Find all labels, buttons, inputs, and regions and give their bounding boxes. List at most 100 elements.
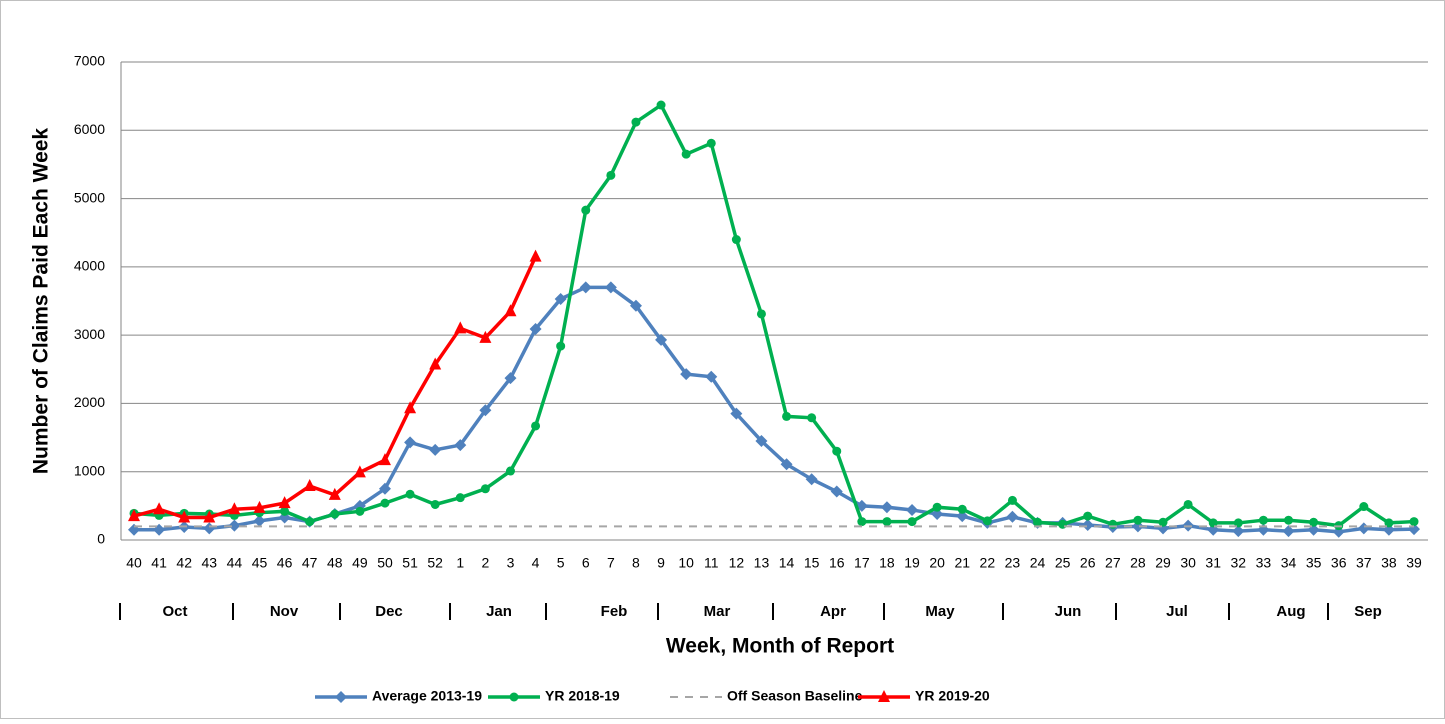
point xyxy=(1232,525,1245,538)
point xyxy=(957,504,967,514)
point xyxy=(178,510,191,523)
point xyxy=(680,368,693,381)
y-tick-label: 4000 xyxy=(74,258,105,274)
point xyxy=(353,465,366,478)
point xyxy=(1058,519,1068,529)
month-label: Mar xyxy=(704,603,731,620)
series-line xyxy=(133,102,1415,528)
point xyxy=(1233,518,1243,528)
x-tick-label: 25 xyxy=(1055,555,1071,571)
point xyxy=(480,484,490,494)
x-tick-label: 29 xyxy=(1155,555,1171,571)
x-tick-label: 6 xyxy=(582,555,590,571)
point xyxy=(380,498,390,508)
x-tick-label: 40 xyxy=(126,555,142,571)
point xyxy=(956,510,969,523)
point xyxy=(730,407,743,420)
point xyxy=(153,502,166,515)
x-tick-label: 46 xyxy=(277,555,293,571)
x-tick-label: 13 xyxy=(754,555,770,571)
point xyxy=(504,372,517,385)
point xyxy=(128,509,140,522)
point xyxy=(404,436,417,449)
x-tick-label: 26 xyxy=(1080,555,1096,571)
point xyxy=(253,514,266,527)
point xyxy=(1158,517,1168,527)
x-tick-label: 17 xyxy=(854,555,870,571)
point xyxy=(1006,510,1019,523)
point xyxy=(430,499,440,509)
point xyxy=(656,100,666,110)
point xyxy=(303,479,316,492)
x-tick-label: 1 xyxy=(456,555,464,571)
point xyxy=(1284,515,1294,525)
point xyxy=(1384,518,1394,528)
x-tick-label: 41 xyxy=(151,555,167,571)
point xyxy=(378,482,391,495)
month-label: May xyxy=(925,603,955,620)
legend-item: YR 2018-19 xyxy=(488,688,620,704)
x-tick-label: 21 xyxy=(954,555,970,571)
month-label: Aug xyxy=(1276,603,1305,620)
x-tick-label: 49 xyxy=(352,555,368,571)
series-line xyxy=(134,285,1415,534)
point xyxy=(805,473,818,486)
x-tick-label: 27 xyxy=(1105,555,1121,571)
month-label: Nov xyxy=(270,603,299,620)
month-label: Jun xyxy=(1055,603,1082,620)
month-label: Apr xyxy=(820,603,846,620)
point xyxy=(509,692,519,702)
legend-label: YR 2019-20 xyxy=(915,688,990,704)
x-tick-label: 48 xyxy=(327,555,343,571)
x-tick-label: 42 xyxy=(176,555,192,571)
x-tick-label: 7 xyxy=(607,555,615,571)
x-tick-label: 18 xyxy=(879,555,895,571)
x-tick-label: 35 xyxy=(1306,555,1322,571)
point xyxy=(1309,517,1319,527)
point xyxy=(278,496,291,509)
point xyxy=(807,413,817,423)
x-tick-label: 33 xyxy=(1256,555,1272,571)
point xyxy=(1282,525,1295,538)
x-tick-label: 52 xyxy=(427,555,443,571)
x-tick-label: 44 xyxy=(227,555,243,571)
point xyxy=(931,508,944,521)
point xyxy=(907,517,917,527)
x-tick-label: 28 xyxy=(1130,555,1146,571)
point xyxy=(1359,502,1369,512)
x-tick-label: 23 xyxy=(1005,555,1021,571)
point xyxy=(203,510,216,523)
point xyxy=(505,466,515,476)
month-label: Jan xyxy=(486,603,512,620)
x-tick-label: 51 xyxy=(402,555,418,571)
x-tick-label: 15 xyxy=(804,555,820,571)
legend-item: Off Season Baseline xyxy=(670,688,863,704)
point xyxy=(479,404,492,417)
point xyxy=(228,519,241,532)
month-label: Oct xyxy=(162,603,187,620)
x-tick-label: 30 xyxy=(1180,555,1196,571)
point xyxy=(681,149,691,159)
x-tick-label: 3 xyxy=(507,555,515,571)
legend-label: YR 2018-19 xyxy=(545,688,620,704)
point xyxy=(479,330,492,343)
point xyxy=(335,691,347,703)
point xyxy=(830,485,843,498)
x-tick-label: 34 xyxy=(1281,555,1297,571)
point xyxy=(455,493,465,503)
month-label: Sep xyxy=(1354,603,1382,620)
point xyxy=(1183,499,1193,509)
x-tick-label: 24 xyxy=(1030,555,1046,571)
point xyxy=(705,370,718,383)
x-tick-label: 31 xyxy=(1205,555,1221,571)
x-tick-label: 10 xyxy=(678,555,694,571)
y-tick-label: 5000 xyxy=(74,189,105,205)
point xyxy=(1007,495,1017,505)
legend-item: YR 2019-20 xyxy=(858,688,990,704)
point xyxy=(782,411,792,421)
x-tick-label: 32 xyxy=(1231,555,1247,571)
point xyxy=(655,333,668,346)
x-tick-label: 45 xyxy=(252,555,268,571)
x-tick-label: 36 xyxy=(1331,555,1347,571)
